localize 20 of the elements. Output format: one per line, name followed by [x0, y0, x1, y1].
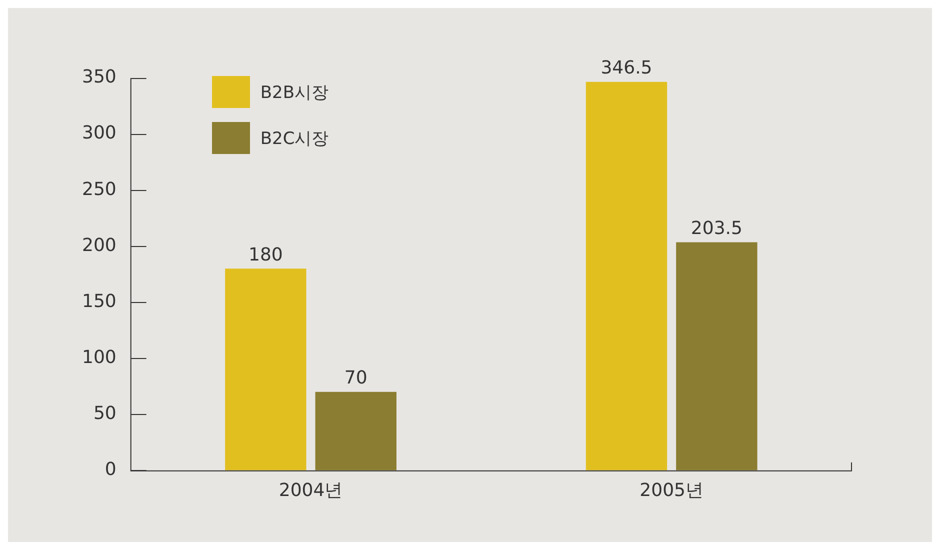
y-tick-label: 150: [82, 290, 116, 312]
x-tick-label: 2005년: [640, 480, 704, 501]
data-label: 346.5: [600, 58, 652, 79]
bar: [676, 242, 758, 470]
legend-label: B2B시장: [260, 82, 328, 104]
bar: [586, 82, 668, 470]
bar: [315, 392, 396, 470]
y-tick-label: 50: [93, 403, 116, 424]
y-tick-label: 100: [82, 346, 116, 368]
y-tick-label: 350: [82, 66, 116, 88]
y-tick-label: 250: [82, 178, 116, 200]
data-label: 203.5: [690, 218, 742, 239]
x-tick-label: 2004년: [278, 480, 343, 501]
y-tick-label: 300: [82, 122, 116, 144]
y-tick-label: 200: [82, 234, 116, 256]
legend-label: B2C시장: [260, 128, 329, 150]
y-tick-label: 0: [104, 459, 116, 480]
data-label: 180: [248, 244, 283, 266]
data-label: 70: [344, 368, 368, 389]
bar: [225, 268, 306, 470]
